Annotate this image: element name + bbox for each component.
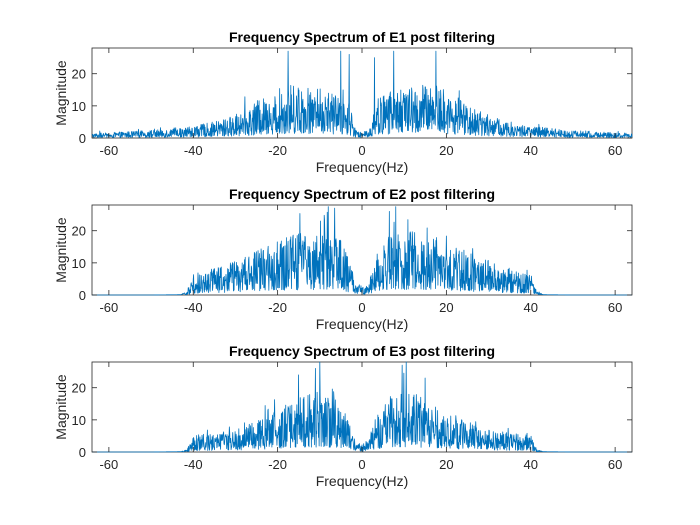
x-tick-label: 20 (439, 300, 453, 315)
chart-title: Frequency Spectrum of E2 post filtering (229, 186, 495, 202)
chart-title: Frequency Spectrum of E3 post filtering (229, 343, 495, 359)
spectrum-line (91, 361, 633, 453)
y-tick-label: 20 (72, 67, 86, 82)
y-tick-label: 20 (72, 381, 86, 396)
subplot-e2: -60 -40 -20 0 20 40 60 0 10 20 Frequency Spectrum … (53, 186, 633, 332)
x-tick-label: 60 (608, 143, 622, 158)
x-tick-label: -60 (99, 457, 118, 472)
x-tick-label: 40 (524, 300, 538, 315)
x-axis-label: Frequency(Hz) (316, 316, 409, 332)
y-tick-label: 10 (72, 413, 86, 428)
x-tick-label: -40 (184, 457, 203, 472)
axes-box (91, 204, 633, 296)
x-tick-label: -20 (268, 300, 287, 315)
x-tick-label: 0 (358, 457, 365, 472)
y-tick-label: 10 (72, 256, 86, 271)
x-tick-label: 40 (524, 457, 538, 472)
x-tick-label: 60 (608, 300, 622, 315)
y-axis-label: Magnitude (53, 374, 69, 440)
x-tick-label: -20 (268, 143, 287, 158)
x-tick-label: -40 (184, 143, 203, 158)
y-tick-label: 20 (72, 224, 86, 239)
axes-box (91, 361, 633, 453)
y-tick-label: 10 (72, 99, 86, 114)
y-tick-label: 0 (79, 288, 86, 303)
y-tick-label: 0 (79, 445, 86, 460)
x-axis-label: Frequency(Hz) (316, 473, 409, 489)
y-axis-label: Magnitude (53, 60, 69, 126)
chart-title: Frequency Spectrum of E1 post filtering (229, 29, 495, 45)
x-tick-label: -40 (184, 300, 203, 315)
x-tick-label: 60 (608, 457, 622, 472)
y-axis-label: Magnitude (53, 217, 69, 283)
x-tick-label: -60 (99, 143, 118, 158)
y-tick-label: 0 (79, 131, 86, 146)
subplot-e3: -60 -40 -20 0 20 40 60 0 10 20 Frequency Spectrum … (53, 343, 633, 489)
x-tick-label: 20 (439, 457, 453, 472)
subplot-e1: -60 -40 -20 0 20 40 60 0 10 20 Frequency Spectrum … (53, 29, 633, 175)
x-tick-label: 20 (439, 143, 453, 158)
axes-box (91, 47, 633, 139)
x-tick-label: 40 (524, 143, 538, 158)
x-tick-label: 0 (358, 300, 365, 315)
x-tick-label: -60 (99, 300, 118, 315)
x-axis-label: Frequency(Hz) (316, 159, 409, 175)
x-tick-label: -20 (268, 457, 287, 472)
x-tick-label: 0 (358, 143, 365, 158)
